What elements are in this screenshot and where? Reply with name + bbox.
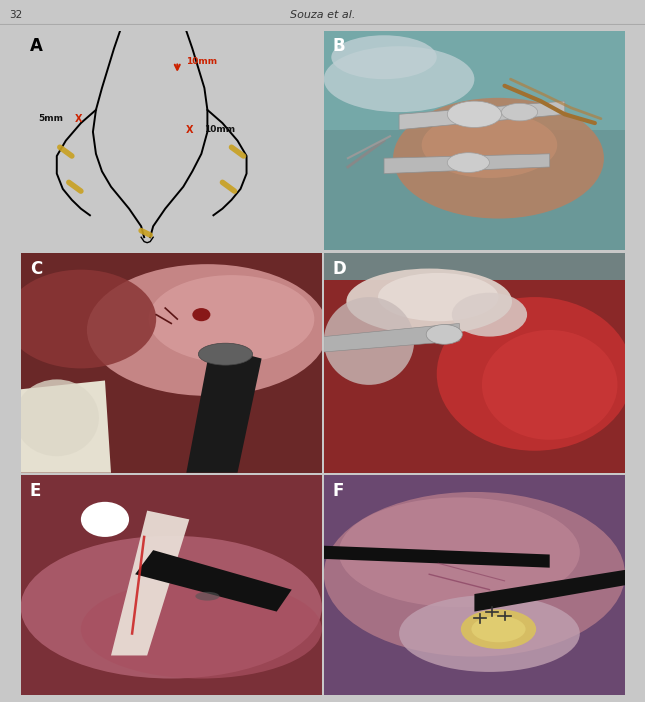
Ellipse shape bbox=[195, 592, 219, 601]
Text: C: C bbox=[30, 260, 42, 278]
Ellipse shape bbox=[6, 270, 156, 369]
Ellipse shape bbox=[93, 510, 117, 528]
Ellipse shape bbox=[393, 98, 604, 218]
Text: 5mm: 5mm bbox=[39, 114, 64, 123]
Polygon shape bbox=[399, 101, 565, 130]
Ellipse shape bbox=[346, 269, 512, 334]
Text: X: X bbox=[75, 114, 83, 124]
Ellipse shape bbox=[199, 343, 253, 365]
Ellipse shape bbox=[447, 101, 502, 128]
Ellipse shape bbox=[461, 609, 536, 649]
FancyBboxPatch shape bbox=[324, 475, 625, 695]
Text: Souza et al.: Souza et al. bbox=[290, 10, 355, 20]
Text: 32: 32 bbox=[9, 10, 23, 20]
Text: 10mm: 10mm bbox=[204, 125, 235, 134]
Ellipse shape bbox=[426, 324, 462, 344]
Text: X: X bbox=[186, 125, 193, 135]
Circle shape bbox=[192, 308, 210, 322]
Ellipse shape bbox=[378, 273, 499, 322]
Text: E: E bbox=[30, 482, 41, 500]
Text: A: A bbox=[30, 37, 43, 55]
FancyBboxPatch shape bbox=[21, 253, 322, 472]
Ellipse shape bbox=[324, 46, 474, 112]
Ellipse shape bbox=[21, 536, 322, 679]
FancyBboxPatch shape bbox=[21, 475, 322, 695]
Ellipse shape bbox=[324, 492, 625, 656]
FancyBboxPatch shape bbox=[324, 31, 625, 130]
Ellipse shape bbox=[482, 330, 617, 439]
Polygon shape bbox=[186, 345, 262, 472]
Polygon shape bbox=[21, 380, 111, 472]
Ellipse shape bbox=[339, 498, 580, 607]
Ellipse shape bbox=[81, 502, 129, 537]
Text: B: B bbox=[333, 37, 346, 55]
Ellipse shape bbox=[471, 616, 526, 642]
Ellipse shape bbox=[451, 293, 527, 336]
Ellipse shape bbox=[447, 153, 490, 173]
Ellipse shape bbox=[399, 595, 580, 672]
Ellipse shape bbox=[87, 264, 328, 396]
Ellipse shape bbox=[422, 112, 557, 178]
Ellipse shape bbox=[332, 35, 437, 79]
Text: F: F bbox=[333, 482, 344, 500]
Ellipse shape bbox=[437, 297, 633, 451]
FancyBboxPatch shape bbox=[324, 31, 625, 251]
Polygon shape bbox=[111, 510, 190, 656]
FancyBboxPatch shape bbox=[324, 253, 625, 279]
Polygon shape bbox=[384, 154, 550, 173]
Ellipse shape bbox=[15, 379, 99, 456]
Polygon shape bbox=[475, 570, 625, 611]
Text: 10mm: 10mm bbox=[186, 57, 217, 66]
Ellipse shape bbox=[148, 275, 314, 363]
FancyBboxPatch shape bbox=[324, 253, 625, 472]
Ellipse shape bbox=[502, 103, 538, 121]
Polygon shape bbox=[324, 324, 459, 352]
Polygon shape bbox=[135, 550, 292, 611]
Polygon shape bbox=[324, 545, 550, 568]
Ellipse shape bbox=[324, 297, 414, 385]
Text: D: D bbox=[333, 260, 346, 278]
Ellipse shape bbox=[81, 580, 322, 679]
